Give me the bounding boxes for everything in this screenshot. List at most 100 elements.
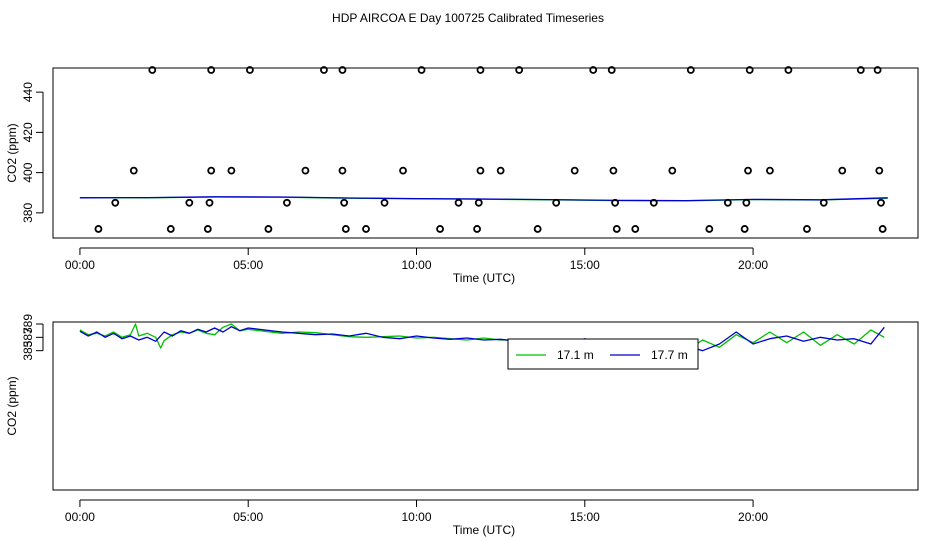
data-point (723, 198, 732, 207)
data-point (742, 198, 751, 207)
data-point (705, 225, 714, 233)
top-series-line-2 (79, 196, 888, 202)
legend-label-series-1: 17.1 m (557, 348, 594, 362)
data-point (245, 66, 254, 74)
data-point (668, 166, 677, 175)
data-point (631, 225, 640, 233)
top-y-axis-label: CO2 (ppm) (5, 123, 19, 182)
figure-title: HDP AIRCOA E Day 100725 Calibrated Times… (332, 11, 604, 25)
top-y-axis: 380 400 420 440 (21, 82, 44, 223)
data-point (227, 166, 236, 175)
data-point (473, 225, 481, 233)
data-point (745, 66, 754, 74)
data-point (474, 198, 483, 207)
data-point (515, 66, 524, 74)
data-point (784, 66, 793, 74)
data-point (340, 198, 349, 207)
data-point (436, 225, 444, 233)
top-x-tick-label: 10:00 (401, 258, 431, 272)
data-point (607, 66, 616, 74)
bottom-y-tick-label: 389 (21, 314, 35, 334)
legend-label-series-2: 17.7 m (651, 348, 688, 362)
data-point (129, 166, 138, 175)
bottom-x-tick-label: 20:00 (738, 510, 768, 524)
top-x-axis: 00:00 05:00 10:00 15:00 20:00 (65, 247, 768, 272)
data-point (803, 225, 811, 233)
data-point (166, 225, 175, 233)
data-point (380, 198, 389, 207)
top-y-tick-label: 400 (21, 162, 35, 182)
data-point (301, 166, 310, 175)
data-point (185, 198, 194, 207)
data-point (766, 166, 774, 175)
data-point (533, 225, 542, 233)
data-point (417, 66, 426, 74)
data-point (496, 166, 505, 175)
data-point (320, 66, 328, 74)
data-point (338, 66, 347, 74)
data-point (856, 66, 865, 74)
top-x-tick-label: 05:00 (233, 258, 263, 272)
data-point (873, 66, 882, 74)
top-x-tick-label: 15:00 (570, 258, 600, 272)
bottom-x-axis: 00:00 05:00 10:00 15:00 20:00 (65, 499, 768, 524)
top-series-lines (79, 196, 888, 202)
bottom-y-axis-label: CO2 (ppm) (5, 376, 19, 435)
data-point (838, 166, 847, 175)
data-point (570, 166, 579, 175)
bottom-x-tick-label: 15:00 (570, 510, 600, 524)
top-panel: 00:00 05:00 10:00 15:00 20:00 380 400 420 440 T… (5, 66, 919, 285)
data-point (207, 166, 216, 175)
data-point (203, 225, 212, 233)
data-point (686, 66, 695, 74)
top-x-axis-label: Time (UTC) (453, 271, 515, 285)
bottom-y-tick-label: 385 (21, 340, 35, 360)
bottom-plot-frame (52, 321, 919, 491)
top-y-tick-label: 380 (21, 203, 35, 223)
legend-box (507, 338, 699, 370)
data-point (341, 225, 350, 233)
data-point (264, 225, 273, 233)
data-point (111, 198, 120, 207)
top-y-tick-label: 440 (21, 82, 35, 102)
data-point (875, 166, 884, 175)
legend: 17.1 m 17.7 m (507, 338, 699, 370)
data-point (552, 198, 561, 207)
top-x-tick-label: 20:00 (738, 258, 768, 272)
data-point (877, 198, 885, 207)
data-point (338, 166, 347, 175)
data-point (94, 225, 103, 233)
bottom-x-tick-label: 00:00 (65, 510, 95, 524)
data-point (589, 66, 598, 74)
bottom-y-tick-label: 387 (21, 327, 35, 347)
data-point (878, 225, 887, 233)
data-point (399, 166, 407, 175)
bottom-x-tick-label: 10:00 (401, 510, 431, 524)
data-point (454, 198, 463, 207)
data-point (612, 225, 621, 233)
data-point (148, 66, 157, 74)
data-point (744, 166, 752, 175)
top-points (94, 66, 887, 233)
bottom-x-tick-label: 05:00 (233, 510, 263, 524)
data-point (609, 166, 618, 175)
top-plot-frame (52, 67, 919, 239)
data-point (740, 225, 749, 233)
data-point (283, 198, 291, 207)
bottom-series-lines (79, 323, 885, 354)
top-y-tick-label: 420 (21, 122, 35, 142)
top-x-tick-label: 00:00 (65, 258, 95, 272)
data-point (649, 198, 658, 207)
data-point (819, 198, 828, 207)
data-point (611, 198, 619, 207)
data-point (476, 66, 485, 74)
bottom-series-line-1 (79, 323, 885, 354)
data-point (362, 225, 370, 233)
data-point (476, 166, 485, 175)
data-point (205, 198, 214, 207)
bottom-x-axis-label: Time (UTC) (453, 523, 515, 537)
bottom-series-line-2 (79, 326, 885, 354)
